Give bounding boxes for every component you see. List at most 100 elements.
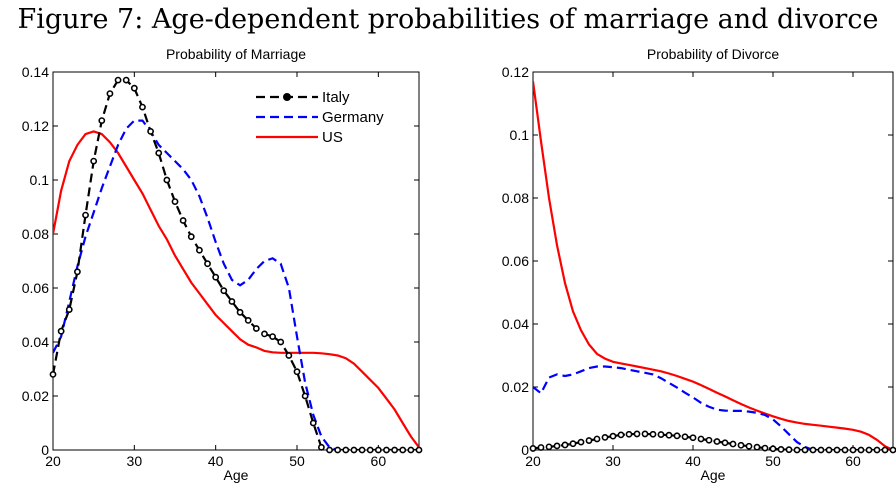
- series-marker-italy: [391, 446, 398, 454]
- series-marker-italy: [293, 368, 301, 376]
- series-line-italy: [533, 432, 893, 450]
- figure-title: Figure 7: Age-dependent probabilities of…: [17, 4, 879, 35]
- y-tick-label: 0.1: [510, 127, 530, 143]
- series-marker-italy: [881, 446, 889, 454]
- y-tick-label: 0.02: [502, 379, 529, 395]
- series-marker-italy: [285, 352, 293, 359]
- series-marker-italy: [681, 433, 689, 441]
- series-marker-italy: [657, 431, 665, 438]
- series-marker-italy: [697, 435, 705, 443]
- series-marker-italy: [179, 217, 187, 224]
- series-marker-italy: [155, 149, 163, 157]
- series-marker-italy: [721, 439, 729, 447]
- series-marker-italy: [334, 446, 342, 454]
- series-marker-italy: [317, 443, 325, 451]
- series-marker-italy: [529, 445, 537, 452]
- series-marker-italy: [705, 436, 713, 444]
- series-marker-italy: [220, 287, 228, 295]
- series-marker-italy: [374, 446, 382, 454]
- series-marker-italy: [65, 306, 73, 313]
- series-marker-italy: [415, 446, 423, 454]
- series-marker-italy: [857, 446, 865, 454]
- x-tick-label: 60: [371, 453, 387, 469]
- series-marker-italy: [689, 434, 697, 442]
- series-marker-italy: [817, 446, 825, 454]
- y-tick-label: 0: [41, 442, 49, 458]
- series-marker-italy: [244, 316, 252, 324]
- legend-label-us: US: [322, 129, 343, 146]
- series-marker-italy: [366, 446, 374, 454]
- series-marker-italy: [301, 392, 309, 400]
- series-marker-italy: [609, 432, 617, 440]
- x-tick-label: 60: [845, 453, 861, 469]
- panel-title: Probability of Marriage: [166, 46, 306, 62]
- series-marker-italy: [713, 438, 721, 445]
- series-line-us: [533, 81, 893, 450]
- marriage-chart-panel: Probability of Marriage 20 30 40 50 60 0 0.02 0.…: [22, 46, 423, 483]
- series-marker-italy: [849, 446, 857, 454]
- series-marker-italy: [171, 198, 179, 205]
- x-tick-label: 20: [525, 453, 541, 469]
- plot-frame: [532, 71, 894, 451]
- series-marker-italy: [833, 446, 841, 454]
- series-marker-italy: [601, 433, 609, 441]
- series-marker-italy: [665, 431, 673, 439]
- y-tick-label: 0.04: [502, 316, 529, 332]
- series-marker-italy: [841, 446, 849, 454]
- legend-marker-italy: [283, 93, 291, 101]
- series-marker-italy: [98, 117, 106, 124]
- series-marker-italy: [793, 446, 801, 454]
- series-marker-italy: [673, 432, 681, 440]
- divorce-chart-panel: Probability of Divorce 20 30 40 50 60 0 0.02 0.0…: [502, 46, 896, 483]
- series-marker-italy: [212, 273, 220, 281]
- series-marker-italy: [769, 445, 777, 453]
- series-marker-italy: [561, 441, 569, 449]
- series-marker-italy: [350, 446, 358, 454]
- y-tick-label: 0.04: [22, 334, 49, 350]
- series-marker-italy: [873, 446, 881, 454]
- x-tick-label: 40: [208, 453, 224, 469]
- series-line-germany: [533, 365, 814, 450]
- series-marker-italy: [545, 443, 553, 451]
- legend-label-germany: Germany: [322, 109, 384, 126]
- series-marker-italy: [252, 325, 260, 332]
- series-marker-italy: [122, 76, 130, 84]
- panel-title: Probability of Divorce: [647, 46, 779, 62]
- series-marker-italy: [236, 308, 244, 316]
- x-axis-label: Age: [224, 467, 249, 483]
- series-marker-italy: [785, 446, 793, 454]
- series-marker-italy: [593, 435, 601, 443]
- series-marker-italy: [204, 260, 211, 268]
- series-marker-italy: [399, 446, 407, 454]
- x-tick-label: 50: [289, 453, 305, 469]
- series-marker-italy: [641, 430, 649, 438]
- series-marker-italy: [342, 446, 350, 454]
- series-marker-italy: [383, 446, 390, 454]
- series-marker-italy: [537, 444, 545, 451]
- series-marker-italy: [585, 437, 593, 444]
- series-marker-italy: [553, 442, 561, 450]
- series-marker-italy: [569, 440, 577, 448]
- y-tick-label: 0.14: [22, 64, 49, 80]
- series-marker-italy: [130, 84, 138, 92]
- series-marker-italy: [90, 157, 98, 165]
- series-marker-italy: [889, 446, 896, 454]
- y-tick-label: 0.08: [22, 226, 49, 242]
- y-tick-label: 0.06: [502, 253, 529, 269]
- series-marker-italy: [358, 446, 366, 454]
- series-line-germany: [53, 119, 339, 450]
- series-marker-italy: [187, 233, 195, 241]
- series-marker-italy: [761, 444, 769, 452]
- y-tick-label: 0.06: [22, 280, 49, 296]
- y-tick-label: 0.12: [22, 118, 49, 134]
- y-tick-label: 0.02: [22, 388, 49, 404]
- series-marker-italy: [106, 90, 114, 97]
- series-marker-italy: [228, 298, 236, 305]
- series-marker-italy: [277, 338, 285, 346]
- series-marker-italy: [195, 246, 203, 254]
- series-marker-italy: [825, 446, 833, 454]
- legend: Italy Germany US: [256, 89, 384, 146]
- series-marker-italy: [57, 327, 65, 335]
- series-line-italy: [53, 78, 419, 450]
- series-marker-italy: [114, 76, 122, 84]
